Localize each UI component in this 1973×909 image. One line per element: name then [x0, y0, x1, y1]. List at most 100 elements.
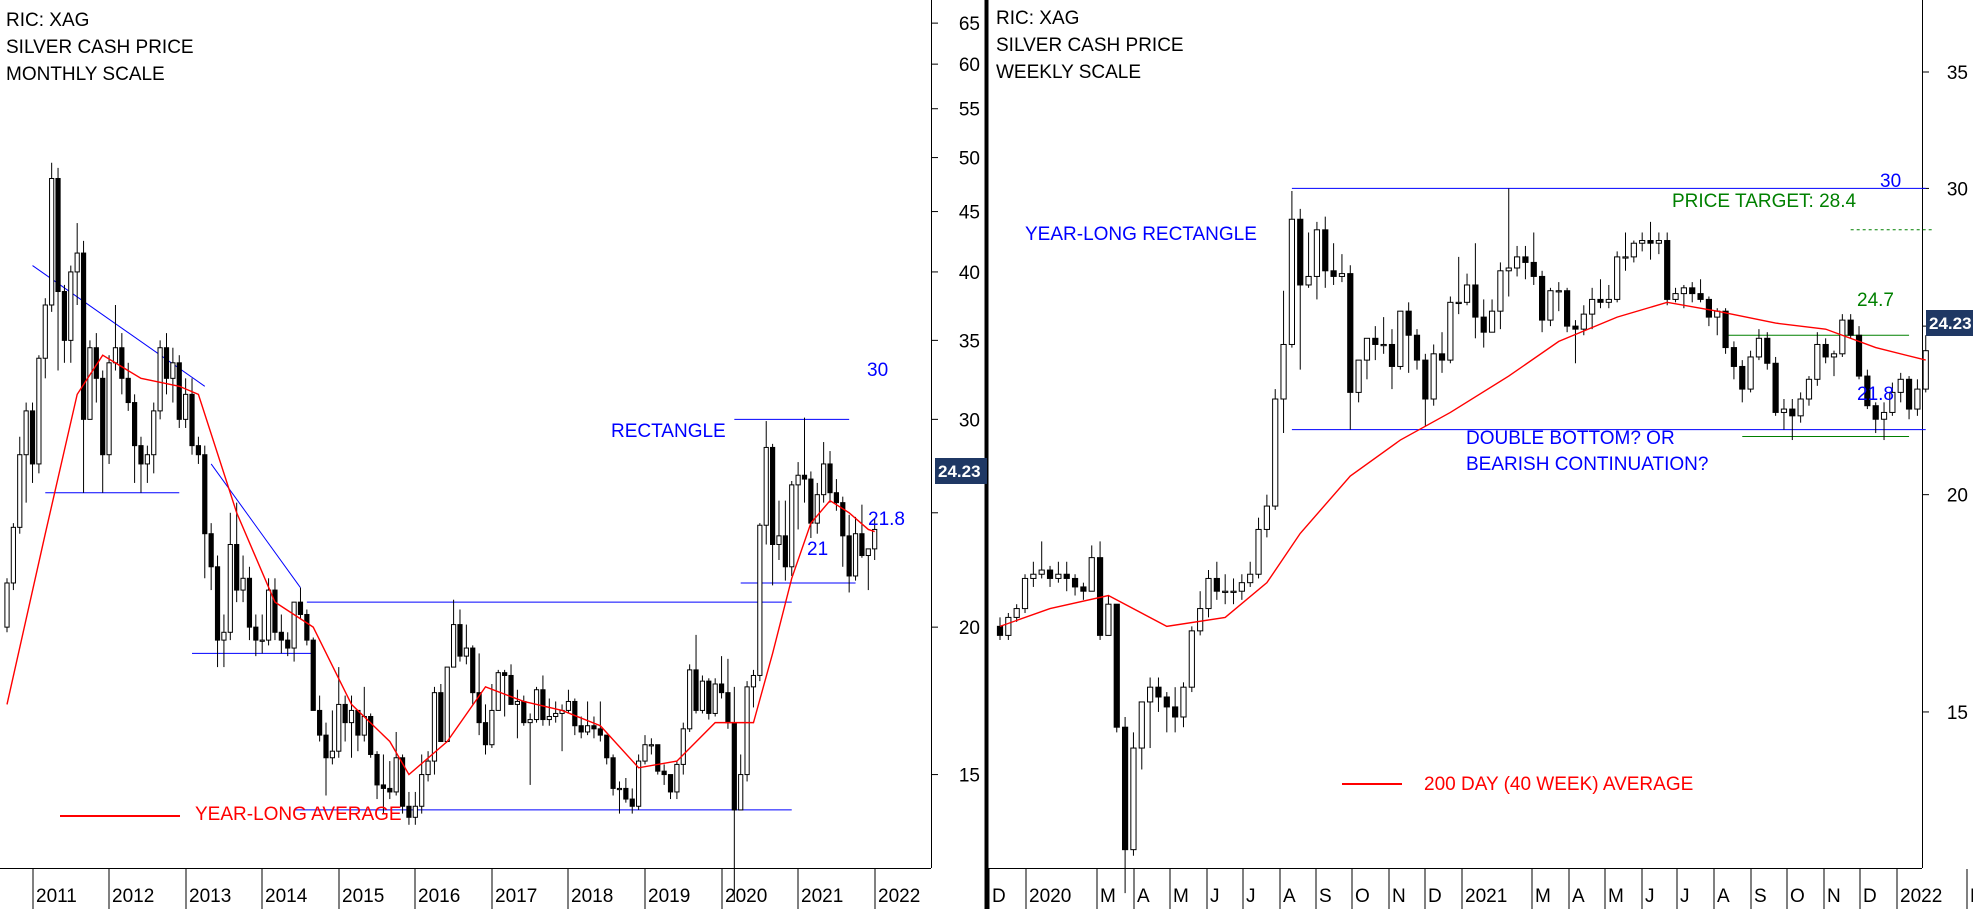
candle-down	[521, 700, 527, 724]
candle-up	[1188, 630, 1195, 688]
x-tick-label: M	[1535, 886, 1551, 907]
candle-up	[1197, 608, 1204, 632]
candle-down	[508, 674, 514, 705]
x-tick-label: 2014	[265, 886, 308, 907]
y-tick-label: 45	[959, 203, 980, 224]
candle-down	[1388, 343, 1396, 367]
candle-down	[195, 445, 202, 456]
candle-up	[565, 700, 572, 711]
candle-down	[1689, 287, 1696, 295]
candle-down	[833, 492, 839, 504]
x-tick-label: M	[1608, 886, 1624, 907]
candle-down	[782, 535, 788, 568]
right-rectangle-label: YEAR-LONG RECTANGLE	[1025, 224, 1257, 245]
candle-up	[444, 666, 450, 742]
candle-up	[425, 760, 431, 776]
candle-down	[1046, 569, 1054, 579]
left-header-line-1: RIC: XAG	[6, 10, 89, 31]
x-tick-label: M	[1970, 886, 1973, 907]
candle-up	[1780, 408, 1788, 413]
candle-down	[706, 680, 712, 714]
right-last-price-badge	[1926, 310, 1973, 336]
candle-up	[687, 669, 693, 730]
candle-up	[393, 757, 399, 793]
x-tick-label: J	[1645, 886, 1655, 907]
candle-down	[482, 722, 489, 746]
candle-up	[1138, 701, 1145, 749]
candle-up	[1513, 256, 1521, 269]
candle-down	[1155, 686, 1162, 698]
candle-down	[1772, 362, 1779, 413]
candle-up	[87, 347, 93, 420]
candle-down	[1597, 298, 1604, 303]
candle-up	[1797, 398, 1804, 417]
candle-down	[623, 787, 629, 800]
candle-up	[431, 692, 438, 762]
candle-down	[1113, 603, 1120, 728]
candle-up	[329, 750, 335, 759]
candle-down	[591, 725, 597, 730]
candle-up	[1005, 616, 1012, 636]
candle-up	[642, 744, 648, 762]
candle-up	[1805, 378, 1813, 400]
candle-down	[801, 474, 808, 480]
candle-down	[1372, 337, 1379, 345]
candle-down	[1539, 275, 1546, 321]
candle-down	[246, 577, 253, 628]
x-tick-label: 2019	[648, 886, 690, 907]
candle-up	[1747, 356, 1754, 390]
left-header-line-3: MONTHLY SCALE	[6, 64, 165, 85]
x-tick-label: M	[1100, 886, 1116, 907]
candle-up	[1313, 229, 1321, 277]
candle-up	[865, 548, 871, 557]
candle-down	[1730, 347, 1738, 367]
candle-up	[789, 484, 795, 568]
candle-up	[36, 357, 42, 465]
candle-up	[1605, 298, 1612, 303]
candle-down	[1522, 256, 1529, 263]
candle-down	[1764, 337, 1771, 364]
candle-down	[1347, 273, 1354, 393]
candle-up	[1380, 343, 1387, 347]
candle-up	[1222, 590, 1229, 593]
right-header-line-3: WEEKLY SCALE	[996, 62, 1141, 83]
candle-up	[648, 744, 654, 747]
x-tick-label: A	[1717, 886, 1730, 907]
candle-up	[1021, 577, 1029, 610]
candle-up	[1814, 343, 1821, 380]
candle-down	[1122, 726, 1129, 851]
candle-down	[80, 252, 87, 420]
trendline	[32, 265, 206, 387]
candle-up	[265, 589, 272, 641]
candle-down	[1872, 405, 1879, 420]
candle-up	[757, 524, 763, 676]
candle-up	[1922, 350, 1929, 390]
candle-down	[655, 744, 661, 772]
candle-up	[1680, 287, 1687, 295]
candle-down	[604, 734, 610, 759]
candle-down	[457, 624, 463, 657]
candle-up	[852, 533, 859, 577]
candle-down	[297, 601, 304, 615]
left-last-price-badge	[935, 458, 987, 484]
pattern-question-line-1: DOUBLE BOTTOM? OR	[1466, 428, 1675, 449]
candle-down	[1438, 353, 1446, 361]
x-tick-label: O	[1790, 886, 1805, 907]
x-tick-label: 2022	[1900, 886, 1942, 907]
x-tick-label: J	[1210, 886, 1220, 907]
candle-up	[1505, 267, 1512, 272]
right-level-24-7-label: 24.7	[1857, 290, 1894, 311]
x-tick-label: O	[1355, 886, 1370, 907]
candle-up	[821, 463, 827, 496]
x-tick-label: D	[992, 886, 1006, 907]
candle-up	[553, 712, 559, 717]
candle-up	[1247, 573, 1254, 584]
y-tick-label: 15	[959, 766, 980, 787]
candle-up	[680, 728, 686, 765]
candle-up	[1622, 256, 1629, 259]
trendline	[210, 463, 301, 588]
y-tick-label: 65	[959, 14, 980, 35]
candle-up	[1180, 686, 1187, 718]
candle-down	[29, 410, 36, 465]
candle-up	[1447, 301, 1454, 361]
